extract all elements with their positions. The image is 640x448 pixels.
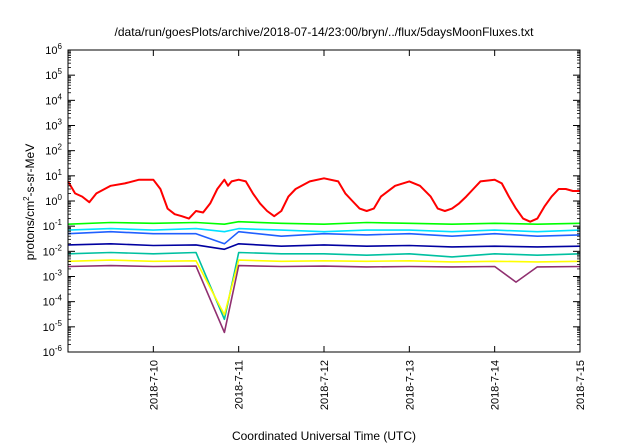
series-layer (67, 177, 581, 334)
y-tick-label: 10-1 (43, 218, 63, 233)
y-axis-label-exponent: 2 (22, 196, 31, 201)
y-tick-label: 103 (45, 118, 62, 133)
series-line-5 (67, 251, 581, 321)
x-tick-label: 2018-7-15 (575, 360, 587, 410)
y-tick-label: 101 (45, 168, 62, 183)
x-tick-label: 2018-7-10 (148, 360, 160, 410)
y-tick-label: 105 (45, 67, 62, 82)
x-axis: 2018-7-10 2018-7-11 2018-7-12 2018-7-13 2018… (148, 50, 587, 410)
y-axis-label: protons/cm2-s-sr-MeV (22, 144, 37, 260)
y-tick-label: 10-4 (43, 294, 63, 309)
series-line-3 (67, 230, 581, 245)
x-tick-label: 2018-7-11 (234, 360, 246, 409)
y-tick-label: 10-2 (43, 243, 63, 258)
y-axis-label-rest: -s-sr-MeV (23, 144, 37, 197)
y-tick-label: 104 (45, 92, 62, 107)
y-tick-label: 102 (45, 143, 62, 158)
chart-title: /data/run/goesPlots/archive/2018-07-14/2… (115, 25, 535, 39)
y-axis-label-unit: protons/cm (23, 201, 37, 260)
y-tick-label: 10-5 (43, 319, 63, 334)
y-tick-label: 106 (45, 42, 62, 57)
series-line-4 (67, 243, 581, 251)
y-axis: 10-6 10-5 10-4 10-3 10-2 10-1 100 101 102 103 104 1… (43, 42, 580, 359)
plot-frame (67, 49, 581, 353)
series-line-6 (67, 259, 581, 316)
y-tick-label: 100 (45, 193, 62, 208)
series-line-2 (67, 227, 581, 233)
y-tick-label: 10-3 (43, 269, 63, 284)
y-tick-label: 10-6 (43, 344, 63, 359)
x-tick-label: 2018-7-14 (490, 360, 502, 410)
series-line-7 (67, 264, 581, 334)
x-tick-label: 2018-7-13 (404, 360, 416, 410)
x-tick-label: 2018-7-12 (319, 360, 331, 410)
series-line-1 (67, 220, 581, 225)
x-axis-label: Coordinated Universal Time (UTC) (232, 429, 416, 443)
series-line-0 (67, 177, 580, 223)
